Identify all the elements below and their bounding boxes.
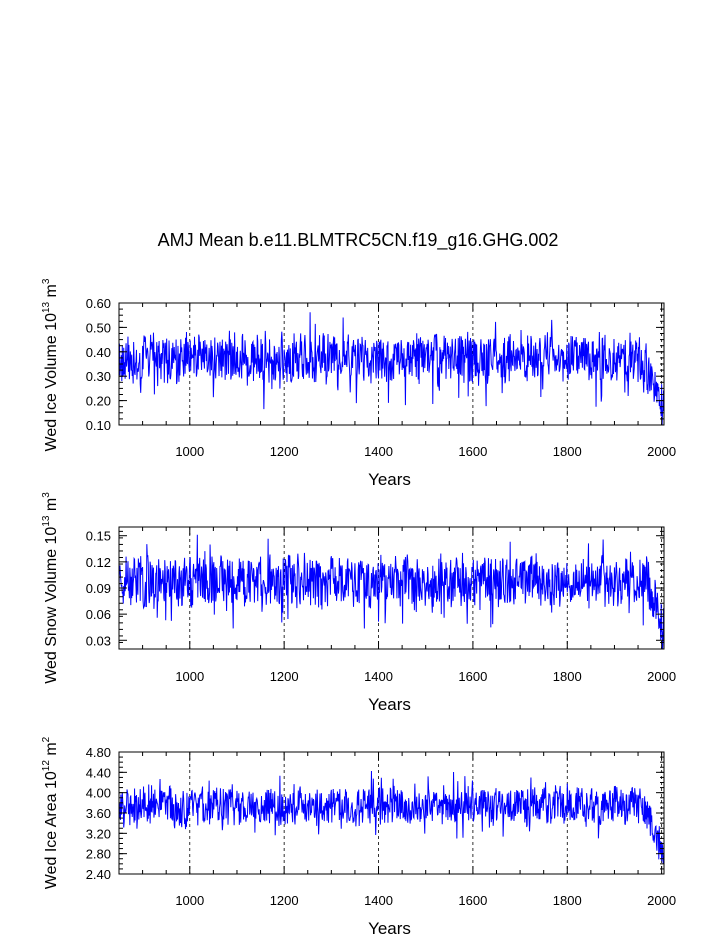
y-tick-label: 0.30 (86, 369, 111, 384)
x-axis-title: Years (368, 470, 411, 489)
y-tick-label: 0.03 (86, 633, 111, 648)
y-tick-label: 0.15 (86, 529, 111, 544)
y-tick-label: 0.20 (86, 394, 111, 409)
x-tick-label: 2000 (647, 893, 676, 908)
y-tick-label: 0.06 (86, 607, 111, 622)
x-tick-label: 1000 (175, 444, 204, 459)
y-tick-label: 0.12 (86, 555, 111, 570)
x-tick-label: 2000 (647, 444, 676, 459)
x-tick-label: 1400 (364, 893, 393, 908)
y-axis-title: Wed Snow Volume 1013 m3 (41, 492, 60, 684)
y-tick-label: 3.20 (86, 826, 111, 841)
y-tick-label: 0.10 (86, 418, 111, 433)
data-series-line (118, 312, 665, 426)
y-tick-label: 0.40 (86, 345, 111, 360)
x-tick-label: 1600 (458, 893, 487, 908)
y-tick-label: 4.00 (86, 786, 111, 801)
x-tick-label: 1600 (458, 444, 487, 459)
x-axis-title: Years (368, 919, 411, 935)
x-tick-label: 1800 (553, 669, 582, 684)
y-tick-label: 2.40 (86, 867, 111, 882)
data-series-line (118, 534, 665, 650)
y-axis-title: Wed Ice Volume 1013 m3 (41, 278, 60, 451)
y-tick-label: 3.60 (86, 806, 111, 821)
y-tick-label: 0.09 (86, 581, 111, 596)
y-tick-label: 4.40 (86, 765, 111, 780)
x-tick-label: 1200 (270, 893, 299, 908)
data-series-line (118, 770, 665, 865)
y-axis-title: Wed Ice Area 1012 m2 (41, 736, 60, 889)
x-tick-label: 1600 (458, 669, 487, 684)
y-tick-label: 4.80 (86, 745, 111, 760)
y-tick-label: 0.50 (86, 320, 111, 335)
x-tick-label: 1400 (364, 444, 393, 459)
y-tick-label: 0.60 (86, 296, 111, 311)
x-tick-label: 1000 (175, 669, 204, 684)
x-tick-label: 1800 (553, 444, 582, 459)
panel-ice-area: 1000 1200 1400 1600 1800 2000 2.40 2.80 3.20 3.60… (41, 736, 676, 935)
x-tick-label: 1400 (364, 669, 393, 684)
x-tick-label: 1000 (175, 893, 204, 908)
x-tick-label: 2000 (647, 669, 676, 684)
x-tick-label: 1200 (270, 669, 299, 684)
plot-frame (118, 751, 665, 875)
y-tick-label: 2.80 (86, 847, 111, 862)
x-tick-label: 1800 (553, 893, 582, 908)
panel-snow-volume: 1000 1200 1400 1600 1800 2000 0.03 0.06 0.09 0.12… (41, 492, 676, 714)
x-axis-title: Years (368, 695, 411, 714)
panel-ice-volume: 1000 1200 1400 1600 1800 2000 0.10 0.20 0.30 0.40… (41, 278, 676, 489)
chart-title: AMJ Mean b.e11.BLMTRC5CN.f19_g16.GHG.002 (158, 230, 559, 251)
x-tick-label: 1200 (270, 444, 299, 459)
